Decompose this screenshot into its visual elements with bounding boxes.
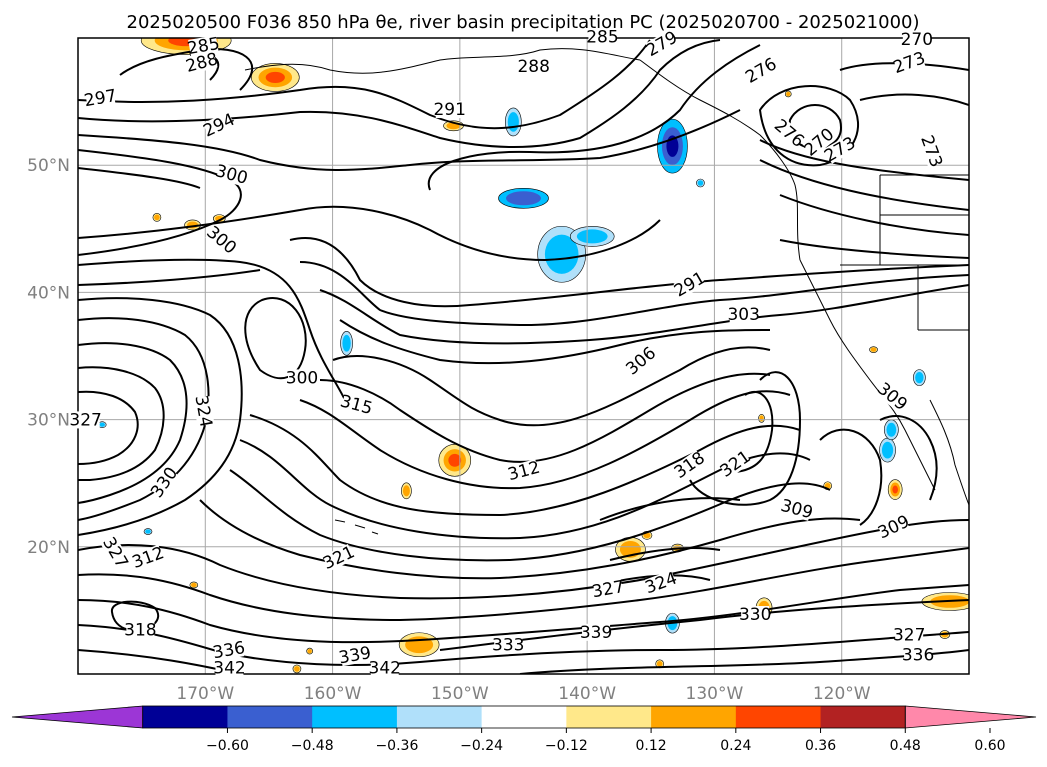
coastline — [244, 48, 969, 535]
contour-label: 318 — [124, 620, 156, 640]
colorbar-segment — [396, 706, 483, 728]
colorbar-tick-label: −0.60 — [206, 738, 249, 754]
contour-label-text: 342 — [369, 658, 401, 678]
precip-anomaly — [887, 479, 903, 500]
precip-anomaly — [784, 90, 792, 98]
contour-label-text: 300 — [286, 368, 318, 388]
lat-tick-label: 30°N — [27, 411, 70, 431]
colorbar: −0.60 −0.48 −0.36 −0.24 −0.12 0.12 0.24 0.36 0.4… — [11, 705, 1037, 754]
precip-anomaly — [498, 187, 549, 209]
colorbar-segment — [651, 706, 737, 728]
contour-label-text: 330 — [739, 605, 771, 625]
colorbar-under-triangle — [11, 705, 144, 729]
lat-tick-label: 40°N — [27, 283, 70, 303]
theta-e-contours — [78, 39, 969, 674]
contour-label-text: 291 — [433, 100, 465, 120]
lon-tick-label: 120°W — [813, 684, 871, 704]
precip-anomaly — [758, 414, 765, 423]
contour-label-text: 303 — [727, 305, 759, 325]
precip-anomaly — [569, 226, 615, 247]
contour-label: 342 — [369, 658, 401, 678]
contour-label-text: 327 — [69, 410, 101, 430]
contour-label: 333 — [492, 636, 524, 656]
chart-title: 2025020500 F036 850 hPa θe, river basin … — [127, 12, 920, 33]
colorbar-segment — [820, 706, 906, 728]
colorbar-segment — [312, 706, 398, 728]
map-frame — [77, 37, 970, 675]
lat-tick-label: 50°N — [27, 156, 70, 176]
colorbar-tick-label: −0.36 — [375, 738, 418, 754]
graticule — [78, 38, 969, 674]
contour-label: 327 — [893, 625, 925, 645]
contour-label: 285 — [586, 28, 618, 48]
contour-label: 324 — [190, 394, 215, 429]
precip-anomaly — [657, 118, 688, 174]
contour-label: 321 — [320, 542, 358, 574]
contour-label: 300 — [213, 161, 250, 189]
precip-anomaly — [250, 63, 300, 92]
contour-label: 300 — [286, 368, 318, 388]
precip-anomaly — [505, 107, 522, 137]
contour-label-text: 327 — [893, 625, 925, 645]
contour-label: 303 — [727, 305, 759, 325]
lon-tick-label: 170°W — [176, 684, 234, 704]
contour-label-text: 336 — [902, 646, 934, 666]
precip-anomaly — [152, 213, 162, 222]
precip-anomaly — [189, 581, 199, 589]
colorbar-segment — [566, 706, 652, 728]
colorbar-over-triangle — [904, 705, 1037, 729]
precip-anomaly — [340, 330, 353, 356]
colorbar-tick-label: 0.36 — [805, 738, 836, 754]
lon-tick-label: 130°W — [686, 684, 744, 704]
contour-label: 342 — [213, 658, 245, 678]
precip-anomaly-layer — [97, 38, 969, 674]
precip-anomaly — [879, 437, 896, 463]
contour-label-text: 285 — [586, 28, 618, 48]
contour-label: 330 — [739, 605, 771, 625]
colorbar-frame — [142, 705, 906, 729]
contour-label-text: 333 — [492, 636, 524, 656]
contour-label: 336 — [902, 646, 934, 666]
contour-label: 339 — [580, 623, 612, 643]
precip-anomaly — [401, 482, 412, 500]
contour-label-text: 288 — [517, 57, 549, 77]
colorbar-tick-label: 0.60 — [974, 738, 1005, 754]
contour-label-text: 342 — [213, 658, 245, 678]
lat-tick-label: 20°N — [27, 538, 70, 558]
contour-label-text: 318 — [124, 620, 156, 640]
colorbar-segment — [481, 706, 567, 728]
colorbar-tick-label: −0.24 — [460, 738, 503, 754]
colorbar-tick-label: −0.48 — [291, 738, 334, 754]
lon-tick-label: 160°W — [304, 684, 362, 704]
contour-label: 270 — [901, 30, 933, 50]
colorbar-segment — [142, 706, 228, 728]
precip-anomaly — [913, 369, 926, 386]
precip-anomaly — [143, 528, 153, 535]
precip-anomaly — [398, 632, 440, 658]
contour-label: 291 — [433, 100, 465, 120]
contour-label-text: 270 — [901, 30, 933, 50]
colorbar-tick-label: 0.48 — [890, 738, 921, 754]
precip-anomaly — [869, 346, 878, 353]
colorbar-tick-label: 0.24 — [720, 738, 751, 754]
precip-anomaly — [292, 664, 302, 674]
contour-label: 288 — [517, 57, 549, 77]
colorbar-tick-label: −0.12 — [545, 738, 588, 754]
precip-anomaly — [306, 647, 313, 655]
precip-anomaly — [884, 419, 899, 441]
contour-label: 327 — [591, 577, 626, 602]
colorbar-segment — [735, 706, 822, 728]
colorbar-segment — [227, 706, 313, 728]
precip-anomaly — [438, 444, 472, 477]
lon-tick-label: 150°W — [431, 684, 489, 704]
colorbar-tick-label: 0.12 — [636, 738, 667, 754]
contour-label: 327 — [69, 410, 101, 430]
axis-ticks: 170°W 160°W 150°W 140°W 130°W 120°W 20°N 30°N 40… — [27, 156, 871, 704]
precip-anomaly — [655, 659, 664, 669]
contour-label-text: 339 — [580, 623, 612, 643]
precip-anomaly — [696, 178, 705, 188]
lon-tick-label: 140°W — [558, 684, 616, 704]
